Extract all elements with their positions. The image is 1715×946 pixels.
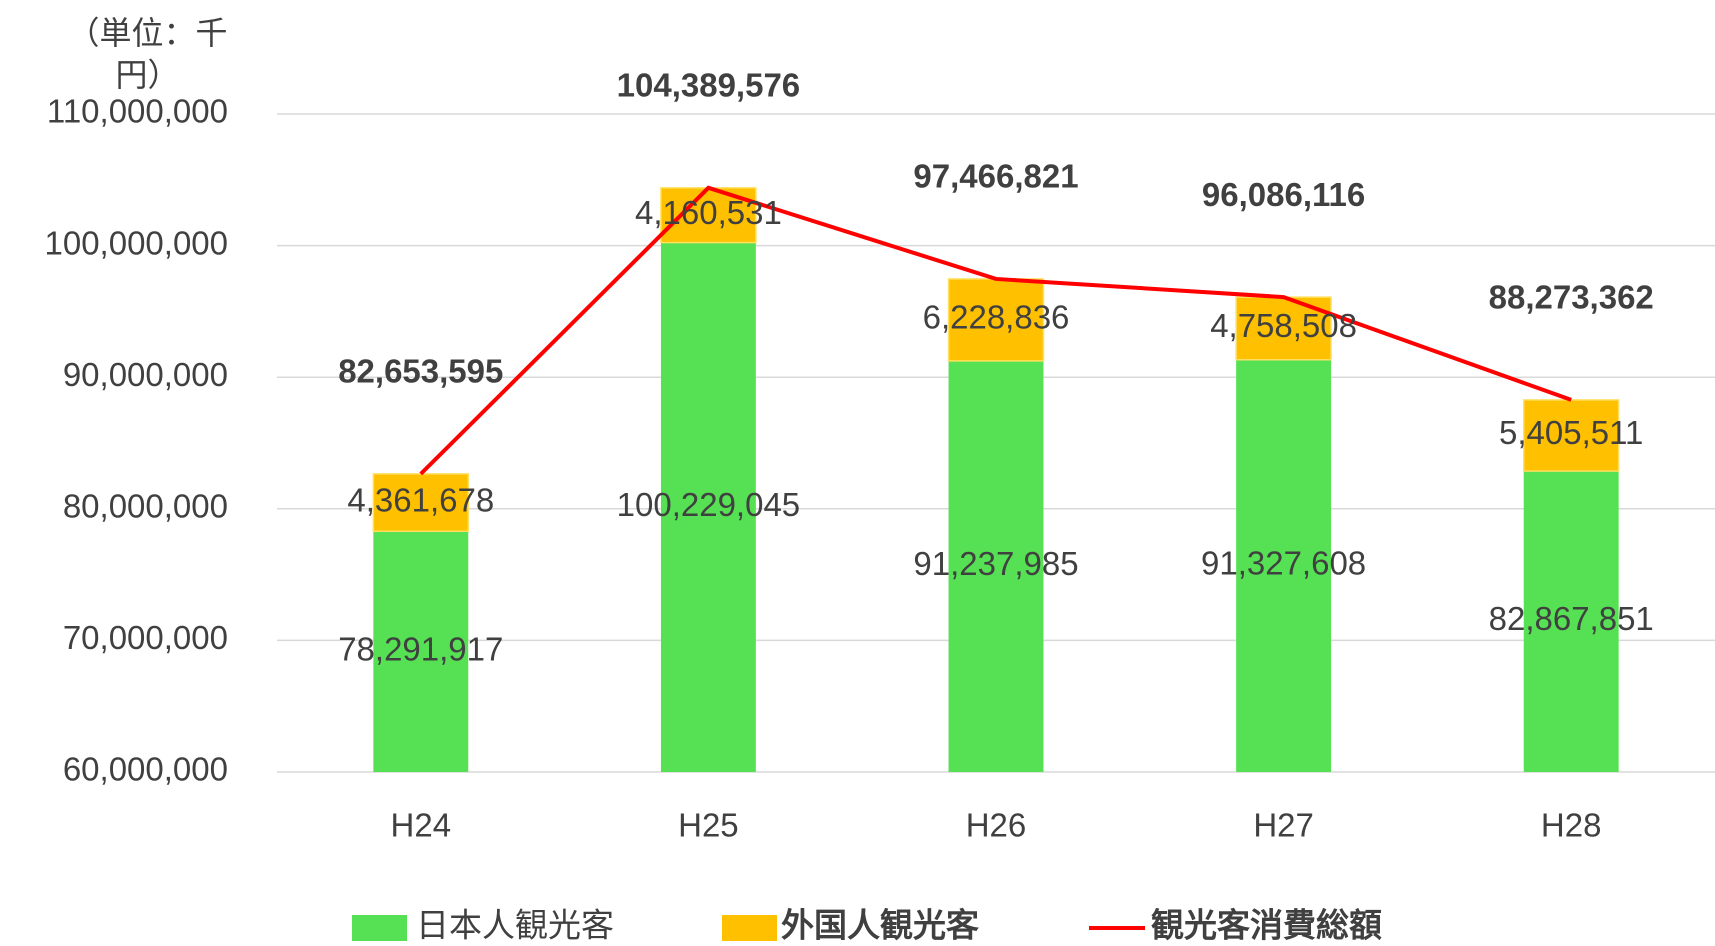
- legend-swatch: [722, 915, 777, 941]
- legend-label: 外国人観光客: [781, 907, 979, 944]
- bar-segment: [1523, 471, 1619, 772]
- bar-value-label: 4,160,531: [635, 194, 782, 231]
- bar-value-label: 5,405,511: [1499, 414, 1643, 451]
- total-value-label: 82,653,595: [338, 353, 503, 390]
- x-tick-label: H24: [391, 807, 452, 844]
- bar-segment: [1522, 399, 1620, 472]
- total-value-label: 88,273,362: [1489, 279, 1654, 316]
- bar-segment: [948, 360, 1044, 772]
- bar-value-label: 100,229,045: [617, 486, 801, 523]
- bar-value-label: 4,361,678: [347, 481, 494, 518]
- y-tick-label: 70,000,000: [63, 619, 228, 656]
- bar-value-label: 78,291,917: [338, 630, 503, 667]
- unit-label: （単位：千円）: [67, 15, 228, 93]
- y-tick-label: 100,000,000: [44, 224, 228, 261]
- legend-label: 観光客消費総額: [1151, 907, 1382, 944]
- x-tick-label: H28: [1541, 807, 1602, 844]
- y-tick-label: 80,000,000: [63, 488, 228, 525]
- legend-label: 日本人観光客: [416, 907, 614, 944]
- total-value-label: 104,389,576: [617, 67, 801, 104]
- bar-value-label: 82,867,851: [1489, 600, 1654, 637]
- total-line: [419, 185, 1572, 476]
- x-tick-label: H26: [966, 807, 1027, 844]
- x-tick-label: H25: [678, 807, 739, 844]
- bar-segment: [373, 531, 469, 772]
- bar-value-label: 6,228,836: [923, 299, 1070, 336]
- total-value-label: 96,086,116: [1202, 176, 1365, 213]
- bar-value-label: 91,327,608: [1201, 545, 1366, 582]
- bar-segment: [1236, 359, 1332, 772]
- y-tick-label: 90,000,000: [63, 356, 228, 393]
- bar-value-label: 91,237,985: [913, 545, 1078, 582]
- y-tick-label: 110,000,000: [47, 93, 228, 130]
- bar-segment: [660, 242, 756, 773]
- legend-swatch: [352, 915, 407, 941]
- y-tick-label: 60,000,000: [63, 751, 228, 788]
- x-tick-label: H27: [1253, 807, 1314, 844]
- bar-value-label: 4,758,508: [1210, 307, 1357, 344]
- total-value-label: 97,466,821: [913, 158, 1078, 195]
